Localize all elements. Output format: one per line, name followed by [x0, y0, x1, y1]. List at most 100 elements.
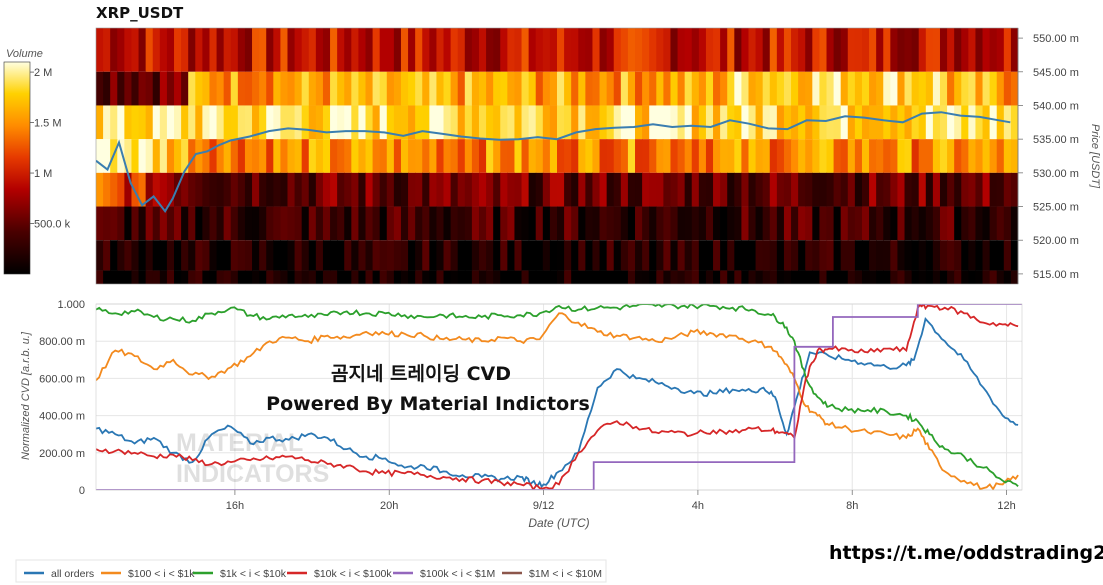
- heatmap-cell: [947, 28, 955, 72]
- heatmap-cell: [1003, 240, 1012, 271]
- heatmap-cell: [649, 206, 657, 241]
- heatmap-cell: [110, 172, 118, 207]
- heatmap-cell: [188, 139, 196, 173]
- heatmap-cell: [174, 139, 182, 173]
- heatmap-cell: [904, 172, 913, 207]
- price-tick-label: 550.00 m: [1033, 33, 1079, 45]
- heatmap-cell: [181, 28, 189, 72]
- heatmap-cell: [145, 71, 154, 106]
- heatmap-cell: [755, 206, 764, 241]
- heatmap-cell: [989, 206, 998, 241]
- heatmap-cell: [947, 270, 955, 284]
- colorbar-tick-label: 1 M: [34, 168, 52, 180]
- heatmap-cell: [315, 105, 324, 140]
- heatmap-cell: [748, 28, 757, 72]
- heatmap-cell: [145, 240, 154, 271]
- heatmap-cell: [656, 240, 664, 271]
- heatmap-cell: [549, 206, 558, 241]
- heatmap-cell: [500, 270, 508, 284]
- heatmap-cell: [315, 240, 324, 271]
- heatmap-cell: [422, 105, 430, 140]
- heatmap-cell: [400, 139, 409, 173]
- heatmap-cell: [301, 270, 310, 284]
- heatmap-cell: [989, 105, 998, 140]
- heatmap-cell: [840, 206, 849, 241]
- heatmap-cell: [989, 240, 998, 271]
- heatmap-cell: [138, 139, 147, 173]
- heatmap-cell: [152, 172, 161, 207]
- cvd-series-line: [96, 304, 1019, 487]
- heatmap-cell: [741, 206, 750, 241]
- heatmap-cell: [301, 139, 310, 173]
- heatmap-cell: [308, 105, 317, 140]
- heatmap-cell: [486, 270, 494, 284]
- heatmap-cell: [762, 270, 771, 284]
- heatmap-cell: [876, 270, 884, 284]
- heatmap-cell: [939, 172, 948, 207]
- heatmap-cell: [812, 71, 821, 106]
- heatmap-cell: [216, 105, 225, 140]
- heatmap-cell: [982, 71, 991, 106]
- heatmap-cell: [592, 270, 601, 284]
- heatmap-cell: [819, 71, 828, 106]
- heatmap-cell: [890, 28, 899, 72]
- heatmap-cell: [585, 105, 594, 140]
- cvd-y-tick-label: 800.00 m: [39, 336, 85, 348]
- heatmap-cell: [677, 105, 686, 140]
- heatmap-cell: [635, 172, 643, 207]
- heatmap-cell: [294, 270, 303, 284]
- heatmap-cell: [110, 270, 118, 284]
- heatmap-cell: [450, 71, 459, 106]
- heatmap-cell: [131, 28, 140, 72]
- heatmap-cell: [372, 206, 381, 241]
- heatmap-cell: [223, 28, 232, 72]
- heatmap-cell: [812, 270, 821, 284]
- heatmap-cell: [344, 240, 352, 271]
- heatmap-cell: [975, 240, 984, 271]
- heatmap-cell: [869, 105, 877, 140]
- heatmap-cell: [854, 139, 863, 173]
- heatmap-cell: [294, 71, 303, 106]
- heatmap-cell: [535, 28, 544, 72]
- heatmap-cell: [351, 71, 360, 106]
- heatmap-cell: [535, 71, 544, 106]
- heatmap-cell: [883, 71, 891, 106]
- heatmap-cell: [861, 139, 870, 173]
- heatmap-cell: [514, 206, 523, 241]
- heatmap-cell: [344, 71, 352, 106]
- heatmap-cell: [890, 172, 899, 207]
- heatmap-cell: [131, 71, 140, 106]
- heatmap-cell: [478, 28, 487, 72]
- heatmap-cell: [230, 105, 239, 140]
- heatmap-cell: [769, 139, 778, 173]
- heatmap-cell: [273, 240, 281, 271]
- heatmap-cell: [954, 270, 962, 284]
- heatmap-cell: [436, 139, 445, 173]
- heatmap-cell: [805, 28, 813, 72]
- heatmap-cell: [280, 172, 289, 207]
- heatmap-cell: [252, 28, 260, 72]
- heatmap-cell: [812, 139, 821, 173]
- heatmap-cell: [897, 206, 906, 241]
- heatmap-cell: [1010, 139, 1018, 173]
- heatmap-cell: [1010, 270, 1018, 284]
- heatmap-cell: [230, 139, 239, 173]
- heatmap-cell: [542, 139, 551, 173]
- heatmap-cell: [315, 206, 324, 241]
- heatmap-cell: [677, 28, 686, 72]
- heatmap-cell: [429, 105, 438, 140]
- heatmap-cell: [308, 240, 317, 271]
- heatmap-cell: [578, 28, 586, 72]
- colorbar-ticks: 2 M 1.5 M 1 M 500.0 k: [30, 67, 71, 231]
- heatmap-cell: [322, 270, 331, 284]
- heatmap-cell: [528, 139, 537, 173]
- heatmap-cell: [812, 28, 821, 72]
- heatmap-cell: [932, 28, 941, 72]
- promo-url[interactable]: https://t.me/oddstrading2: [829, 542, 1103, 564]
- heatmap-cell: [280, 28, 289, 72]
- heatmap-cell: [96, 172, 104, 207]
- heatmap-cell: [961, 105, 969, 140]
- heatmap-cell: [436, 240, 445, 271]
- heatmap-cell: [344, 28, 352, 72]
- heatmap-cell: [861, 28, 870, 72]
